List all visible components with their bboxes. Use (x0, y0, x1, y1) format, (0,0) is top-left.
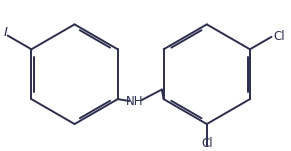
Text: I: I (4, 26, 8, 39)
Text: Cl: Cl (274, 30, 285, 43)
Text: Cl: Cl (201, 137, 213, 151)
Text: NH: NH (126, 95, 144, 108)
